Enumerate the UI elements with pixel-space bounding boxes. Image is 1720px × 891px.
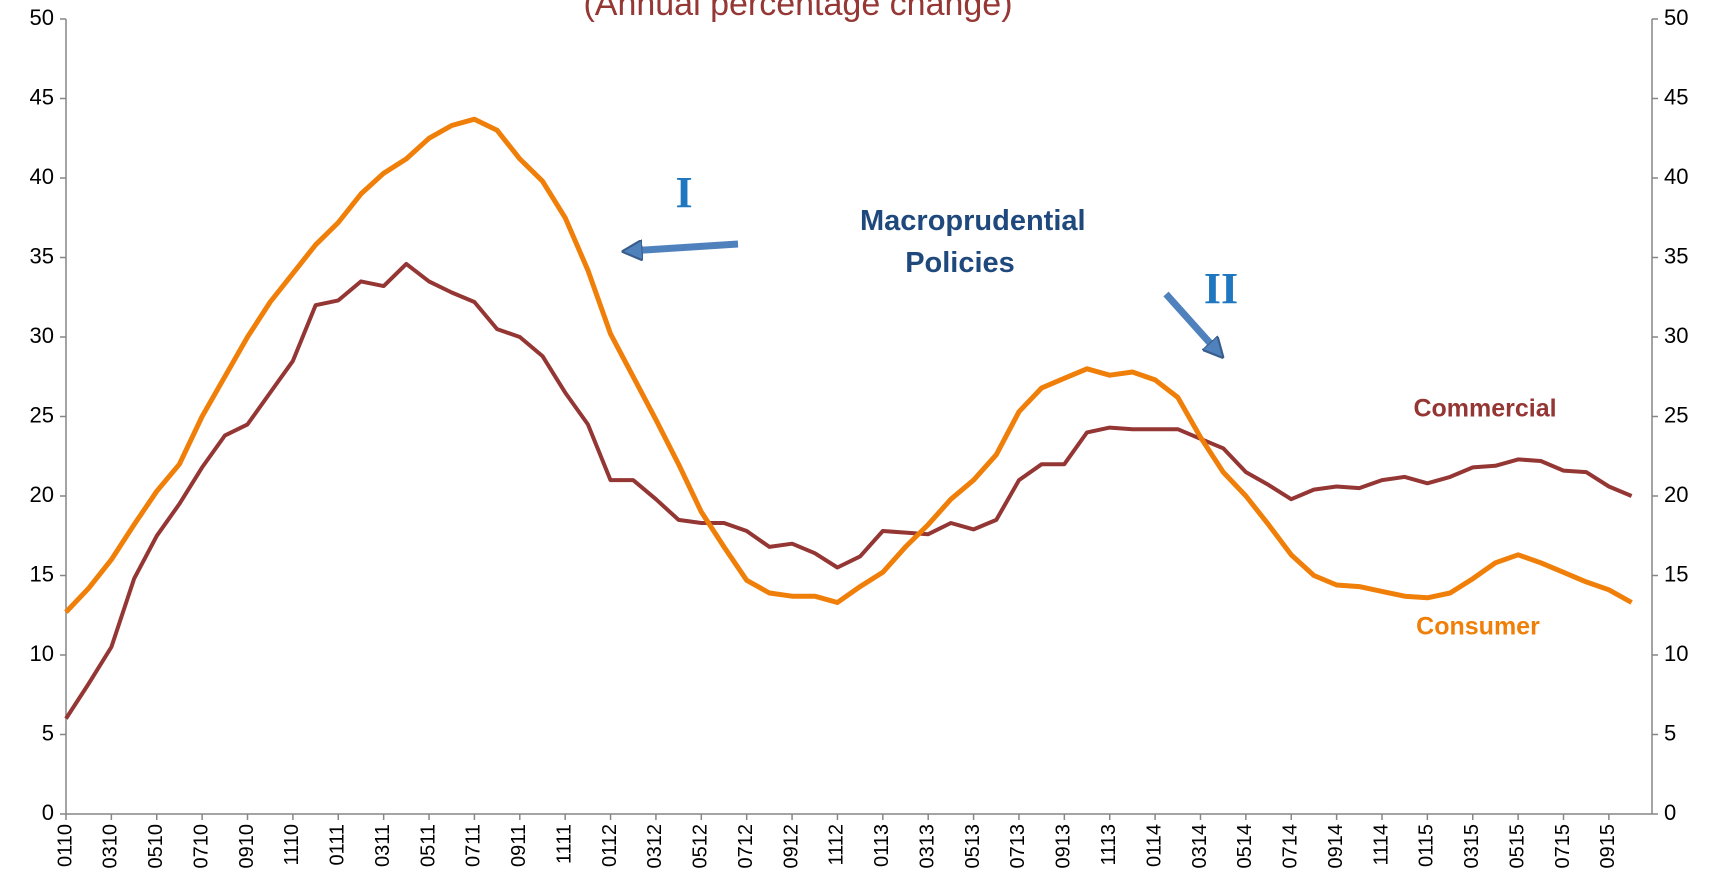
x-tick-label: 0915 [1597,824,1619,869]
annotation: Macroprudential Policies [860,205,1086,279]
x-tick-label: 0713 [1007,824,1029,869]
y-tick-label: 35 [30,243,54,268]
series-line [64,261,1633,720]
y-tick-label: 45 [30,84,54,109]
annotation-box: Macroprudential Policies [860,205,1086,279]
x-tick-label: 0114 [1143,824,1165,867]
y2-tick-label: 0 [1664,800,1676,825]
x-tick-label: 0314 [1189,824,1211,869]
x-tick-label: 1112 [826,824,848,866]
x-tick-label: 0912 [780,824,802,869]
x-tick-label: 0512 [690,824,712,869]
y2-tick-label: 30 [1664,323,1688,348]
x-tick-label: 0112 [599,824,621,867]
x-tick-label: 0511 [417,824,439,867]
x-tick-label: 1113 [1098,824,1120,866]
x-tick-label: 1110 [281,824,303,866]
x-tick-label: 0910 [236,824,258,869]
y-tick-label: 5 [42,720,54,745]
y2-tick-label: 50 [1664,5,1688,30]
series-label: Consumer [1416,613,1540,641]
x-tick-label: 0711 [463,824,485,867]
y2-tick-label: 20 [1664,482,1688,507]
x-tick-label: 0913 [1053,824,1075,869]
y2-tick-label: 5 [1664,720,1676,745]
arrow [1163,291,1218,352]
y-tick-label: 50 [30,5,54,30]
x-tick-label: 0714 [1280,824,1302,869]
x-tick-label: 0712 [735,824,757,869]
series-line [64,116,1633,614]
annotation: II [1204,264,1238,313]
arrow [630,244,739,251]
y2-tick-label: 40 [1664,164,1688,189]
x-tick-label: 0914 [1325,824,1347,869]
x-tick-label: 0115 [1416,824,1438,867]
x-tick-label: 1111 [553,824,575,864]
x-tick-label: 0513 [962,824,984,869]
x-tick-label: 0110 [54,824,76,867]
y-tick-label: 20 [30,482,54,507]
x-tick-label: 0111 [327,824,349,866]
y2-tick-label: 35 [1664,243,1688,268]
x-tick-label: 0514 [1234,824,1256,869]
y-tick-label: 25 [30,402,54,427]
x-tick-label: 0510 [145,824,167,869]
x-tick-label: 0310 [100,824,122,869]
series-label: Commercial [1413,395,1556,423]
x-tick-label: 0710 [190,824,212,869]
y2-tick-label: 25 [1664,402,1688,427]
y2-tick-label: 10 [1664,641,1688,666]
annotation: I [675,168,692,217]
x-tick-label: 0311 [372,824,394,867]
x-tick-label: 0113 [871,824,893,867]
x-tick-label: 0911 [508,824,530,867]
y2-tick-label: 45 [1664,84,1688,109]
y-tick-label: 15 [30,561,54,586]
y-tick-label: 40 [30,164,54,189]
x-tick-label: 0515 [1506,824,1528,869]
y2-tick-label: 15 [1664,561,1688,586]
y-tick-label: 0 [42,800,54,825]
chart-title: (Annual percentage change) [583,0,1012,23]
y-tick-label: 30 [30,323,54,348]
y-tick-label: 10 [30,641,54,666]
x-tick-label: 0315 [1461,824,1483,869]
x-tick-label: 1114 [1370,824,1392,866]
x-tick-label: 0313 [916,824,938,869]
x-tick-label: 0312 [644,824,666,869]
x-tick-label: 0715 [1552,824,1574,869]
